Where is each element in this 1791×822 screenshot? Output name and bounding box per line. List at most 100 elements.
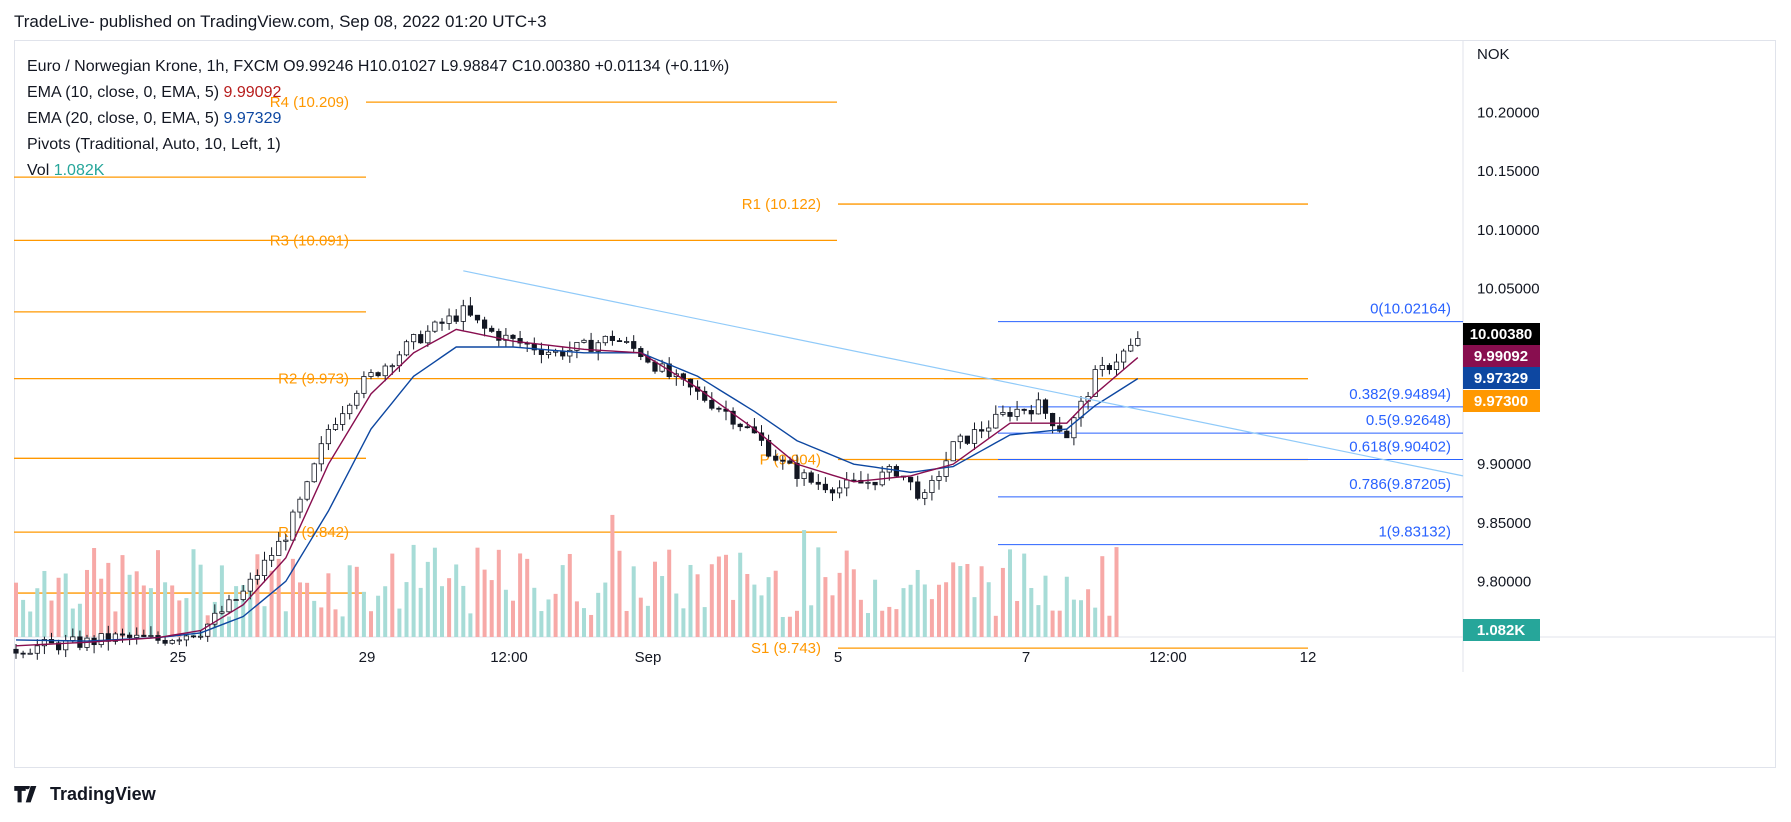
volume-bar <box>972 597 977 637</box>
candle-body <box>943 460 949 477</box>
volume-bar <box>1079 600 1083 637</box>
candle-body <box>865 481 871 484</box>
y-tick-label: 9.80000 <box>1477 573 1531 590</box>
volume-bar <box>724 554 728 637</box>
volume-bar <box>631 566 636 637</box>
volume-bar <box>873 579 878 637</box>
pivots-label: Pivots (Traditional, Auto, 10, Left, 1) <box>27 136 281 153</box>
volume-bar <box>766 577 771 637</box>
volume-bar <box>63 573 68 637</box>
candle-body <box>176 639 182 642</box>
candle-body <box>212 612 218 625</box>
volume-bar <box>731 599 736 637</box>
legend-pivots-row[interactable]: Pivots (Traditional, Auto, 10, Left, 1) <box>27 132 729 158</box>
volume-bar <box>624 610 629 637</box>
open-label: O <box>283 58 296 75</box>
volume-bar <box>553 593 558 637</box>
candle-body <box>347 404 353 415</box>
candle-body <box>311 463 317 483</box>
pivot-label: R1 (10.122) <box>742 196 821 213</box>
volume-bar <box>298 582 302 637</box>
candle-body <box>808 472 814 483</box>
legend-ema20-row[interactable]: EMA (20, close, 0, EMA, 5) 9.97329 <box>27 106 729 132</box>
volume-bar <box>1086 589 1091 637</box>
candle-body <box>375 372 381 377</box>
candle-body <box>432 321 438 332</box>
pivot-label: R3 (10.091) <box>270 232 349 249</box>
volume-bar <box>383 586 388 637</box>
volume-bar <box>42 570 47 637</box>
candle-body <box>297 498 303 513</box>
volume-bar <box>1036 605 1041 637</box>
volume-bar <box>653 561 657 637</box>
candle-body <box>993 413 999 429</box>
candle-body <box>730 410 736 425</box>
candle-body <box>141 634 147 637</box>
pivot-label: R2 (9.973) <box>278 371 349 388</box>
candle-body <box>1106 365 1112 370</box>
candle-body <box>27 652 33 655</box>
price-tag <box>1463 390 1540 412</box>
volume-bar <box>1071 599 1076 637</box>
volume-bar <box>866 613 870 637</box>
volume-bar <box>830 595 835 637</box>
ema20-value: 9.97329 <box>223 110 282 127</box>
volume-bar <box>191 549 196 637</box>
symbol-name[interactable]: Euro / Norwegian Krone, 1h, FXCM <box>27 58 279 75</box>
candle-body <box>1014 408 1020 417</box>
volume-bar <box>411 544 416 637</box>
volume-bar <box>1022 553 1027 637</box>
volume-bar <box>198 564 203 637</box>
candle-body <box>368 372 374 377</box>
candle-body <box>389 365 395 368</box>
candle-body <box>425 330 431 344</box>
volume-bar <box>901 588 906 637</box>
volume-bar <box>482 569 487 637</box>
legend-vol-row[interactable]: Vol 1.082K <box>27 158 729 184</box>
candle-body <box>247 578 253 592</box>
volume-bar <box>14 582 18 637</box>
volume-bar <box>227 616 231 637</box>
volume-bar <box>113 611 118 637</box>
candle-body <box>1042 399 1049 414</box>
volume-bar <box>319 607 324 637</box>
tradingview-footer[interactable]: TradingView <box>14 784 156 805</box>
currency-label: NOK <box>1477 46 1510 63</box>
volume-bar <box>610 514 615 637</box>
candle-body <box>474 314 481 321</box>
candle-body <box>1007 412 1013 417</box>
legend-ema10-row[interactable]: EMA (10, close, 0, EMA, 5) 9.99092 <box>27 80 729 106</box>
volume-bar <box>503 589 508 637</box>
candle-body <box>361 376 367 394</box>
volume-bar <box>163 582 168 637</box>
volume-bar <box>929 599 934 637</box>
candle-body <box>70 636 76 641</box>
volume-bar <box>170 585 175 637</box>
candle-body <box>929 479 935 493</box>
volume-bar <box>70 608 75 637</box>
candle-body <box>1035 399 1041 415</box>
low-value: 9.98847 <box>449 58 508 75</box>
candle-body <box>1121 350 1127 363</box>
volume-bar <box>1093 607 1098 637</box>
candle-body <box>34 645 40 654</box>
candle-body <box>1057 425 1063 432</box>
candle-body <box>190 635 197 638</box>
candle-body <box>332 424 339 430</box>
volume-bar <box>837 572 842 637</box>
volume-bar <box>1043 575 1048 637</box>
volume-bar <box>177 600 182 637</box>
volume-bar <box>148 588 153 637</box>
candle-body <box>496 330 502 341</box>
candle-body <box>787 460 793 464</box>
candle-body <box>481 319 488 329</box>
volume-bar <box>390 553 395 637</box>
volume-bar <box>518 553 523 637</box>
y-tick-label: 10.20000 <box>1477 105 1540 122</box>
volume-bar <box>993 615 998 637</box>
candle-body <box>936 476 942 481</box>
candle-body <box>233 599 239 601</box>
fib-label: 1(9.83132) <box>1378 524 1451 541</box>
volume-bar <box>106 562 111 637</box>
